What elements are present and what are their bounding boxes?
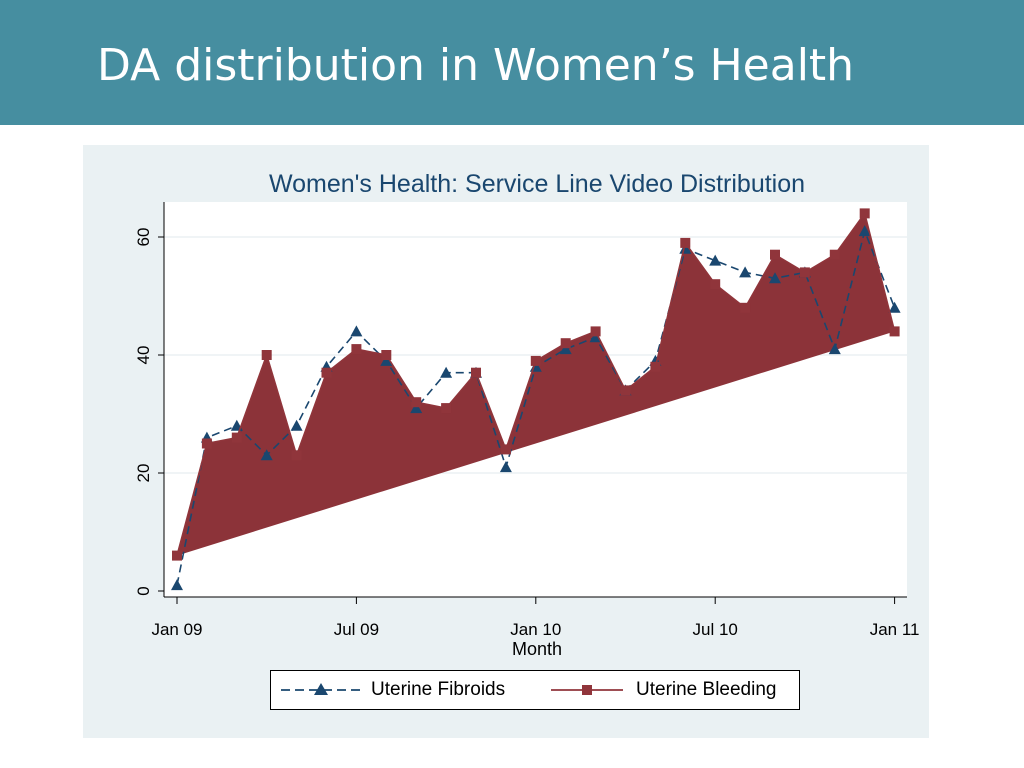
x-tick-label: Jan 09 [151, 620, 202, 639]
fibroids-point [260, 449, 273, 461]
x-tick-label: Jan 11 [870, 620, 920, 639]
fibroids-point [858, 225, 871, 237]
fibroids-point [440, 366, 453, 378]
legend-item-bleeding: Uterine Bleeding [549, 671, 776, 709]
bleeding-point [261, 350, 272, 360]
legend-label-fibroids: Uterine Fibroids [371, 679, 506, 700]
fibroids-point [559, 343, 572, 355]
bleeding-point [560, 338, 571, 349]
fibroids-point [709, 254, 722, 266]
fibroids-point [679, 242, 692, 254]
bleeding-point [680, 237, 691, 248]
bleeding-point [411, 397, 422, 408]
bleeding-point [381, 350, 392, 360]
fibroids-point [739, 266, 752, 278]
bleeding-point [620, 385, 631, 396]
axes: 0 20 40 60 Jan 09 Jul 09 Jan 10 Jul 10 Jan 11 [134, 202, 919, 639]
chart-title: Women's Health: Service Line Video Distr… [269, 170, 805, 198]
bleeding-area [177, 213, 895, 556]
slide-header: DA distribution in Women’s Health [0, 0, 1024, 125]
bleeding-point [650, 361, 661, 372]
bleeding-point [321, 367, 332, 378]
bleeding-point [710, 279, 721, 290]
y-tick-label: 20 [134, 464, 153, 483]
y-tick-label: 60 [134, 228, 153, 247]
fibroids-point [171, 579, 183, 591]
legend-fibroids-marker-icon [281, 683, 361, 695]
y-tick-label: 0 [134, 586, 153, 595]
bleeding-point [829, 249, 840, 260]
bleeding-point [889, 326, 900, 337]
bleeding-point [799, 267, 810, 278]
bleeding-point [291, 450, 302, 461]
x-tick-label: Jul 09 [334, 620, 379, 639]
bleeding-point [740, 302, 751, 313]
y-tick-label: 40 [134, 346, 153, 365]
bleeding-point [231, 432, 242, 443]
fibroids-point [350, 325, 363, 337]
bleeding-point [500, 444, 511, 455]
x-tick-label: Jan 10 [510, 620, 561, 639]
bleeding-point [441, 403, 452, 414]
fibroids-point [290, 419, 303, 431]
bleeding-point [172, 550, 182, 561]
fibroids-point [589, 331, 602, 343]
legend: Uterine Fibroids Uterine Bleeding [270, 670, 800, 710]
legend-bleeding-marker-icon [551, 685, 623, 695]
chart-panel: Women's Health: Service Line Video Distr… [83, 145, 929, 738]
legend-item-fibroids: Uterine Fibroids [279, 671, 505, 709]
fibroids-series [171, 225, 901, 591]
fibroids-point [828, 343, 841, 355]
bleeding-series [172, 208, 900, 561]
bleeding-point [201, 438, 212, 449]
fibroids-point [499, 461, 512, 473]
bleeding-point [471, 367, 481, 378]
legend-label-bleeding: Uterine Bleeding [636, 679, 777, 700]
fibroids-point [769, 272, 781, 284]
bleeding-point [859, 208, 870, 219]
fibroids-point [380, 354, 393, 366]
bleeding-point [530, 355, 541, 366]
chart: Women's Health: Service Line Video Distr… [134, 170, 919, 659]
x-tick-label: Jul 10 [693, 620, 738, 639]
bleeding-point [770, 249, 780, 260]
fibroids-point [410, 402, 423, 414]
slide-title: DA distribution in Women’s Health [97, 40, 855, 91]
bleeding-area-fill [177, 213, 895, 556]
fibroids-point [888, 301, 901, 313]
bleeding-point [590, 326, 601, 337]
x-axis-label: Month [512, 639, 562, 659]
bleeding-point [351, 344, 362, 355]
